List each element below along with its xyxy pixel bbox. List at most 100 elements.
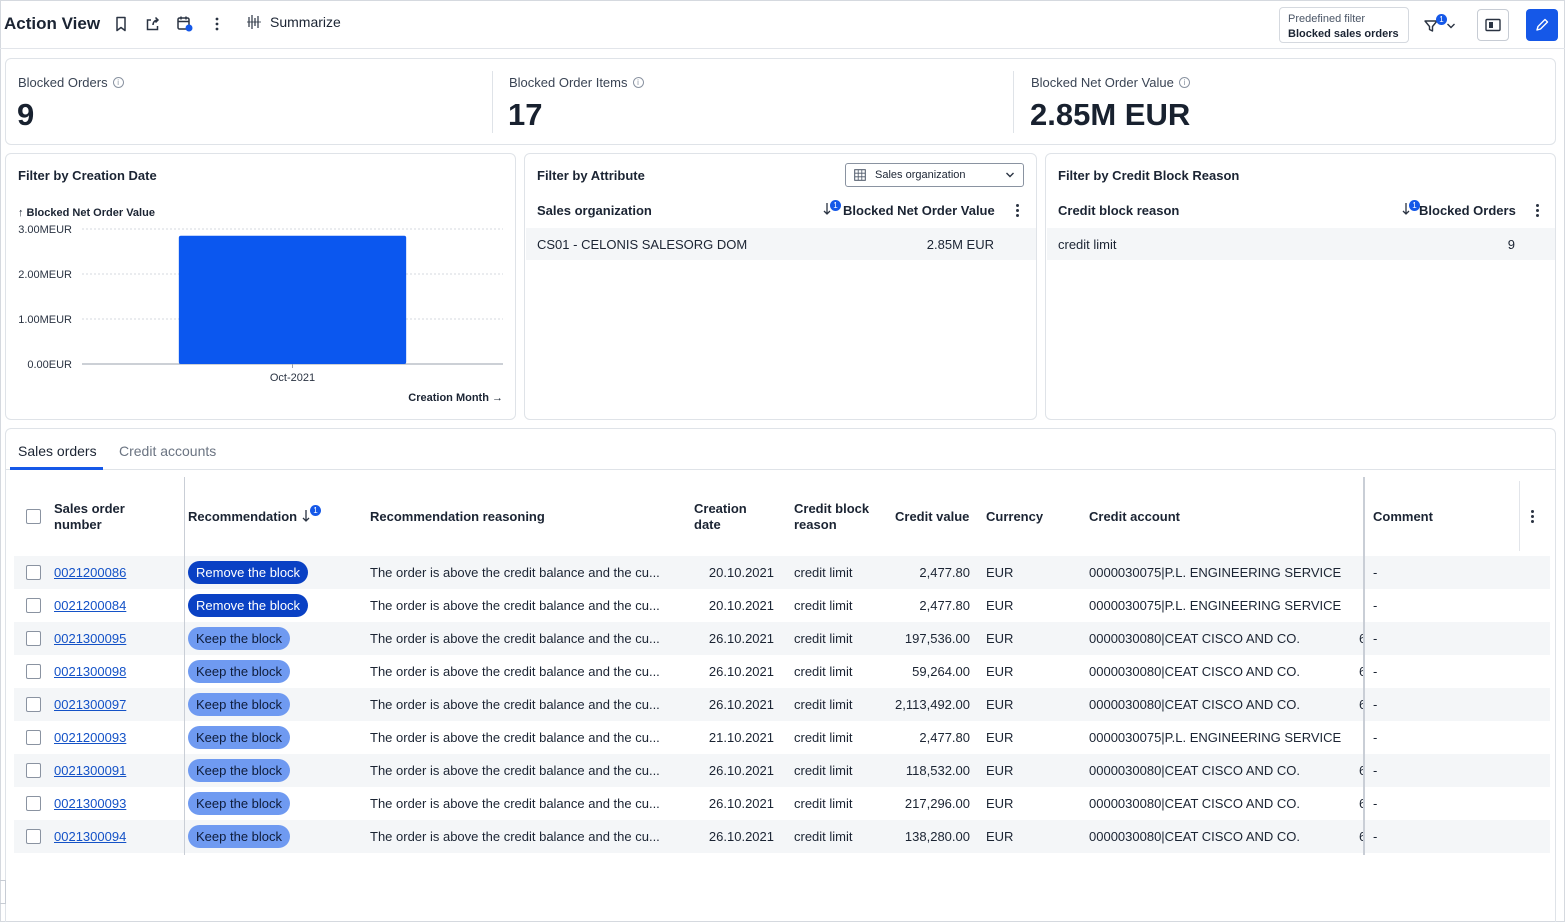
comment-cell[interactable]: - [1373,631,1378,646]
header-credit-value[interactable]: Credit value [895,509,970,524]
credit-account-cell[interactable]: 0000030080|CEAT CISCO AND CO. [1089,763,1300,778]
recommendation-pill[interactable]: Keep the block [188,726,291,749]
table-row[interactable]: 0021200093 Keep the block The order is abo… [14,721,1550,754]
recommendation-pill[interactable]: Keep the block [188,660,291,683]
row-checkbox[interactable] [26,829,41,844]
column-header[interactable]: Credit block reason [1058,203,1180,218]
predefined-filter-button[interactable]: Predefined filter Blocked sales orders [1279,7,1409,43]
row-checkbox[interactable] [26,598,41,613]
comment-cell[interactable]: - [1373,664,1378,679]
credit-account-cell[interactable]: 0000030075|P.L. ENGINEERING SERVICE [1089,565,1342,580]
select-all-checkbox[interactable] [26,509,41,524]
header-currency[interactable]: Currency [986,509,1044,524]
column-header[interactable]: Blocked Net Order Value [843,203,995,218]
sales-order-link[interactable]: 0021300097 [54,697,127,712]
comment-cell[interactable]: - [1373,829,1378,844]
share-icon[interactable] [143,14,163,34]
row-checkbox[interactable] [26,763,41,778]
sales-order-link[interactable]: 0021300095 [54,631,127,646]
comment-cell[interactable]: - [1373,598,1378,613]
table-row[interactable]: credit limit 9 [1047,228,1555,260]
header-recommendation-reasoning[interactable]: Recommendation reasoning [370,509,545,524]
credit-account-cell[interactable]: 0000030080|CEAT CISCO AND CO. [1089,631,1300,646]
reasoning-cell[interactable]: The order is above the credit balance an… [370,565,660,580]
sales-order-link[interactable]: 0021300094 [54,829,127,844]
sort-descending-icon[interactable]: 1 [823,200,841,218]
row-checkbox[interactable] [26,796,41,811]
more-vertical-icon[interactable] [207,14,227,34]
comment-cell[interactable]: - [1373,730,1378,745]
row-checkbox[interactable] [26,664,41,679]
left-edge-handle[interactable] [0,880,6,904]
kpi-blocked-order-items[interactable]: Blocked Order Items i 17 [497,59,1013,144]
reasoning-cell[interactable]: The order is above the credit balance an… [370,697,660,712]
more-vertical-icon[interactable] [1531,510,1535,524]
recommendation-pill[interactable]: Keep the block [188,693,291,716]
sales-order-link[interactable]: 0021200093 [54,730,127,745]
comment-cell[interactable]: - [1373,796,1378,811]
info-icon[interactable]: i [112,77,124,88]
row-checkbox[interactable] [26,697,41,712]
sales-order-link[interactable]: 0021200084 [54,598,127,613]
reasoning-cell[interactable]: The order is above the credit balance an… [370,763,660,778]
sales-order-link[interactable]: 0021200086 [54,565,127,580]
table-row[interactable]: 0021300093 Keep the block The order is abo… [14,787,1550,820]
recommendation-pill[interactable]: Keep the block [188,627,291,650]
column-header[interactable]: Sales organization [537,203,652,218]
attribute-dropdown[interactable]: Sales organization [845,163,1024,187]
tab-credit-accounts[interactable]: Credit accounts [119,443,217,459]
recommendation-pill[interactable]: Remove the block [188,594,309,617]
recommendation-pill[interactable]: Remove the block [188,561,309,584]
comment-cell[interactable]: - [1373,697,1378,712]
credit-account-cell[interactable]: 0000030075|P.L. ENGINEERING SERVICE [1089,730,1342,745]
table-row[interactable]: 0021300095 Keep the block The order is abo… [14,622,1550,655]
reasoning-cell[interactable]: The order is above the credit balance an… [370,730,660,745]
header-comment[interactable]: Comment [1373,509,1433,524]
comment-cell[interactable]: - [1373,565,1378,580]
more-vertical-icon[interactable] [1016,204,1020,218]
table-row[interactable]: CS01 - CELONIS SALESORG DOM 2.85M EUR [526,228,1036,260]
bar[interactable] [178,235,407,364]
reasoning-cell[interactable]: The order is above the credit balance an… [370,631,660,646]
recommendation-pill[interactable]: Keep the block [188,825,291,848]
header-credit-block-reason[interactable]: Credit block reason [794,501,870,532]
recommendation-pill[interactable]: Keep the block [188,792,291,815]
reasoning-cell[interactable]: The order is above the credit balance an… [370,664,660,679]
tab-sales-orders[interactable]: Sales orders [18,443,97,459]
summarize-button[interactable]: Summarize [246,14,341,30]
credit-account-cell[interactable]: 0000030075|P.L. ENGINEERING SERVICE [1089,598,1342,613]
reasoning-cell[interactable]: The order is above the credit balance an… [370,829,660,844]
row-checkbox[interactable] [26,730,41,745]
reasoning-cell[interactable]: The order is above the credit balance an… [370,796,660,811]
credit-account-cell[interactable]: 0000030080|CEAT CISCO AND CO. [1089,829,1300,844]
table-row[interactable]: 0021300098 Keep the block The order is abo… [14,655,1550,688]
calendar-icon[interactable] [175,14,195,34]
kpi-blocked-orders[interactable]: Blocked Orders i 9 [6,59,492,144]
table-row[interactable]: 0021200086 Remove the block The order is a… [14,556,1550,589]
info-icon[interactable]: i [632,77,644,88]
header-sales-order-number[interactable]: Sales order number [54,501,125,532]
bookmark-icon[interactable] [111,14,131,34]
sort-descending-icon[interactable]: 1 [302,505,321,525]
side-panel-button[interactable] [1477,9,1509,41]
header-credit-account[interactable]: Credit account [1089,509,1181,524]
table-row[interactable]: 0021300094 Keep the block The order is abo… [14,820,1550,853]
credit-account-cell[interactable]: 0000030080|CEAT CISCO AND CO. [1089,796,1300,811]
row-checkbox[interactable] [26,631,41,646]
sales-order-link[interactable]: 0021300093 [54,796,127,811]
table-row[interactable]: 0021300097 Keep the block The order is abo… [14,688,1550,721]
table-row[interactable]: 0021300091 Keep the block The order is abo… [14,754,1550,787]
comment-cell[interactable]: - [1373,763,1378,778]
filter-button[interactable]: 1 [1424,12,1460,36]
header-recommendation[interactable]: Recommendation [188,509,298,524]
table-row[interactable]: 0021200084 Remove the block The order is a… [14,589,1550,622]
column-header[interactable]: Blocked Orders [1419,203,1516,218]
kpi-blocked-net-order-value[interactable]: Blocked Net Order Value i 2.85M EUR [1019,59,1555,144]
sort-descending-icon[interactable]: 1 [1402,200,1420,218]
reasoning-cell[interactable]: The order is above the credit balance an… [370,598,660,613]
x-axis-title[interactable]: Creation Month → [408,392,503,404]
row-checkbox[interactable] [26,565,41,580]
sales-order-link[interactable]: 0021300091 [54,763,127,778]
info-icon[interactable]: i [1178,77,1190,88]
edit-button[interactable] [1526,9,1558,41]
